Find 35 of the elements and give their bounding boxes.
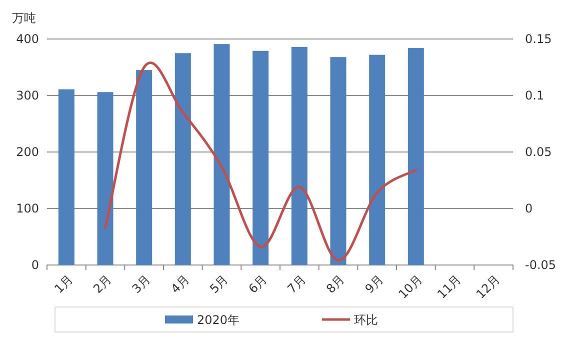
x-tick-label: 7月 — [284, 272, 309, 296]
x-tick-label: 9月 — [362, 272, 386, 296]
bar — [136, 70, 152, 265]
x-tick-label: 10月 — [396, 272, 426, 302]
bar — [369, 54, 386, 265]
y2-tick-label: -0.05 — [525, 258, 556, 272]
x-tick-label: 6月 — [246, 272, 270, 296]
x-tick-label: 2月 — [90, 272, 114, 296]
y-tick-label: 300 — [16, 88, 39, 102]
y-tick-label: 400 — [16, 32, 39, 46]
y-axis-title: 万吨 — [12, 11, 36, 25]
x-tick-label: 4月 — [168, 272, 192, 296]
y2-tick-label: 0.15 — [525, 32, 552, 46]
x-tick-label: 3月 — [129, 272, 154, 296]
bar — [330, 57, 346, 265]
bar — [291, 46, 308, 265]
y2-tick-label: 0.05 — [525, 145, 552, 159]
y2-tick-label: 0 — [525, 202, 533, 216]
y2-tick-label: 0.1 — [525, 88, 544, 102]
x-tick-label: 5月 — [207, 272, 231, 296]
x-tick-label: 12月 — [473, 272, 503, 302]
y-tick-label: 0 — [31, 258, 39, 272]
y-tick-label: 100 — [16, 202, 39, 216]
x-tick-label: 1月 — [52, 272, 76, 296]
bar — [214, 44, 230, 265]
bar — [174, 53, 191, 265]
y-tick-label: 200 — [16, 145, 39, 159]
x-tick-label: 8月 — [324, 272, 348, 296]
legend-label: 环比 — [354, 313, 378, 327]
bar — [58, 89, 74, 265]
bar — [252, 50, 269, 265]
x-tick-label: 11月 — [434, 272, 464, 302]
bar — [97, 92, 114, 265]
legend-label: 2020年 — [197, 313, 240, 327]
bar — [408, 48, 424, 265]
